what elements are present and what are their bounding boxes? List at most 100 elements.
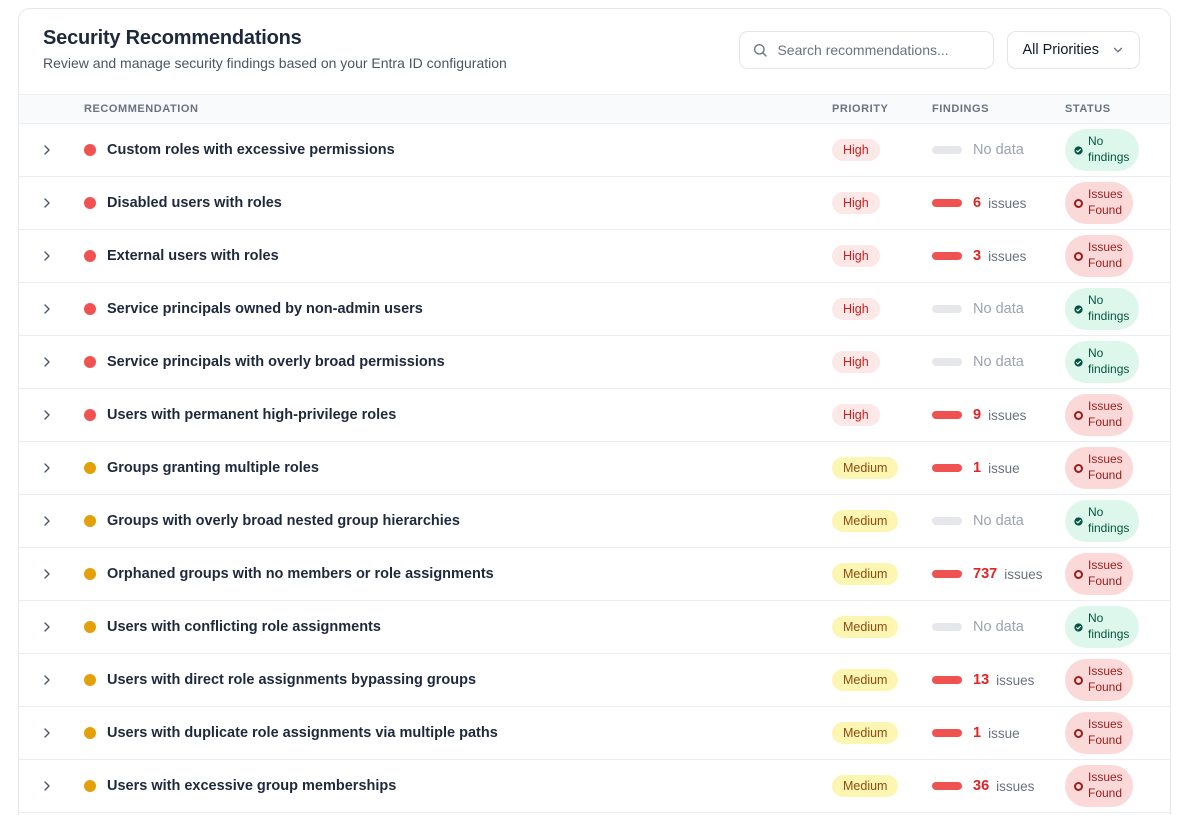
- findings-bar: [932, 517, 962, 525]
- column-header-status: STATUS: [1065, 103, 1111, 115]
- expand-row-button[interactable]: [39, 566, 55, 582]
- status-label: Issues Found: [1088, 187, 1123, 217]
- table-row: Orphaned groups with no members or role …: [19, 548, 1170, 601]
- page-subtitle: Review and manage security findings base…: [43, 55, 507, 71]
- priority-badge: Medium: [832, 721, 899, 745]
- priority-badge: High: [832, 191, 880, 215]
- status-cell: No findings: [1065, 606, 1144, 648]
- alert-circle-icon: [1074, 675, 1083, 685]
- status-badge: Issues Found: [1065, 553, 1133, 595]
- recommendation-cell: Users with excessive group memberships: [39, 778, 832, 794]
- status-label: No findings: [1088, 611, 1130, 641]
- priority-badge: Medium: [832, 668, 899, 692]
- priority-dot: [84, 674, 96, 686]
- row-title: Disabled users with roles: [107, 195, 282, 211]
- chevron-right-icon: [39, 566, 55, 582]
- chevron-right-icon: [39, 778, 55, 794]
- row-title: Custom roles with excessive permissions: [107, 142, 395, 158]
- table-row: Custom roles with excessive permissions …: [19, 124, 1170, 177]
- status-badge: No findings: [1065, 500, 1140, 542]
- status-cell: Issues Found: [1065, 712, 1144, 754]
- chevron-right-icon: [39, 407, 55, 423]
- alert-circle-icon: [1074, 410, 1083, 420]
- row-title: Users with conflicting role assignments: [107, 619, 381, 635]
- table-row: Users with permanent high-privilege role…: [19, 389, 1170, 442]
- page-title: Security Recommendations: [43, 27, 302, 49]
- status-badge: No findings: [1065, 341, 1140, 383]
- recommendation-cell: Service principals with overly broad per…: [39, 354, 832, 370]
- status-cell: Issues Found: [1065, 182, 1144, 224]
- findings-count: 1: [973, 725, 982, 741]
- priority-cell: High: [832, 350, 932, 374]
- row-title: Groups with overly broad nested group hi…: [107, 513, 460, 529]
- recommendation-cell: Orphaned groups with no members or role …: [39, 566, 832, 582]
- expand-row-button[interactable]: [39, 672, 55, 688]
- priority-cell: Medium: [832, 509, 932, 533]
- priority-badge: High: [832, 350, 880, 374]
- findings-cell: 1 issue: [932, 460, 1065, 476]
- recommendation-cell: Groups with overly broad nested group hi…: [39, 513, 832, 529]
- search-input[interactable]: [777, 42, 982, 58]
- findings-count: 13: [973, 672, 990, 688]
- findings-cell: No data: [932, 142, 1065, 158]
- row-title: External users with roles: [107, 248, 279, 264]
- row-title: Users with excessive group memberships: [107, 778, 397, 794]
- findings-cell: 6 issues: [932, 195, 1065, 211]
- priority-dot: [84, 144, 96, 156]
- findings-bar: [932, 358, 962, 366]
- alert-circle-icon: [1074, 198, 1083, 208]
- priority-cell: High: [832, 138, 932, 162]
- findings-bar: [932, 411, 962, 419]
- status-label: Issues Found: [1088, 399, 1123, 429]
- status-label: Issues Found: [1088, 452, 1123, 482]
- priority-badge: High: [832, 403, 880, 427]
- expand-row-button[interactable]: [39, 248, 55, 264]
- search-icon: [752, 42, 768, 58]
- search-box[interactable]: [739, 31, 995, 69]
- table-row: Users with excessive group memberships M…: [19, 760, 1170, 813]
- status-badge: Issues Found: [1065, 765, 1133, 807]
- priority-cell: High: [832, 297, 932, 321]
- expand-row-button[interactable]: [39, 725, 55, 741]
- status-label: Issues Found: [1088, 770, 1123, 800]
- findings-unit: issues: [996, 778, 1035, 794]
- expand-row-button[interactable]: [39, 778, 55, 794]
- findings-cell: 9 issues: [932, 407, 1065, 423]
- status-cell: No findings: [1065, 500, 1144, 542]
- expand-row-button[interactable]: [39, 142, 55, 158]
- priority-cell: Medium: [832, 615, 932, 639]
- alert-circle-icon: [1074, 251, 1083, 261]
- expand-row-button[interactable]: [39, 407, 55, 423]
- priority-dot: [84, 303, 96, 315]
- table-row: External users with roles High 3 issues …: [19, 230, 1170, 283]
- chevron-right-icon: [39, 142, 55, 158]
- priority-dot: [84, 356, 96, 368]
- findings-bar: [932, 782, 962, 790]
- expand-row-button[interactable]: [39, 354, 55, 370]
- header-controls: All Priorities: [739, 27, 1140, 69]
- priority-cell: High: [832, 403, 932, 427]
- expand-row-button[interactable]: [39, 301, 55, 317]
- priority-cell: High: [832, 191, 932, 215]
- findings-unit: issues: [988, 248, 1027, 264]
- expand-row-button[interactable]: [39, 619, 55, 635]
- findings-unit: issues: [1004, 566, 1043, 582]
- expand-row-button[interactable]: [39, 513, 55, 529]
- findings-bar: [932, 570, 962, 578]
- table-body: Custom roles with excessive permissions …: [19, 124, 1170, 813]
- column-header-recommendation: RECOMMENDATION: [84, 103, 199, 115]
- status-label: No findings: [1088, 346, 1130, 376]
- findings-cell: No data: [932, 354, 1065, 370]
- check-circle-icon: [1074, 304, 1083, 314]
- alert-circle-icon: [1074, 569, 1083, 579]
- findings-bar: [932, 199, 962, 207]
- row-title: Groups granting multiple roles: [107, 460, 319, 476]
- priority-cell: Medium: [832, 774, 932, 798]
- priority-filter-dropdown[interactable]: All Priorities: [1007, 31, 1140, 69]
- column-header-priority: PRIORITY: [832, 103, 889, 115]
- findings-unit: issue: [988, 460, 1020, 476]
- row-title: Service principals owned by non-admin us…: [107, 301, 423, 317]
- expand-row-button[interactable]: [39, 460, 55, 476]
- expand-row-button[interactable]: [39, 195, 55, 211]
- findings-cell: No data: [932, 301, 1065, 317]
